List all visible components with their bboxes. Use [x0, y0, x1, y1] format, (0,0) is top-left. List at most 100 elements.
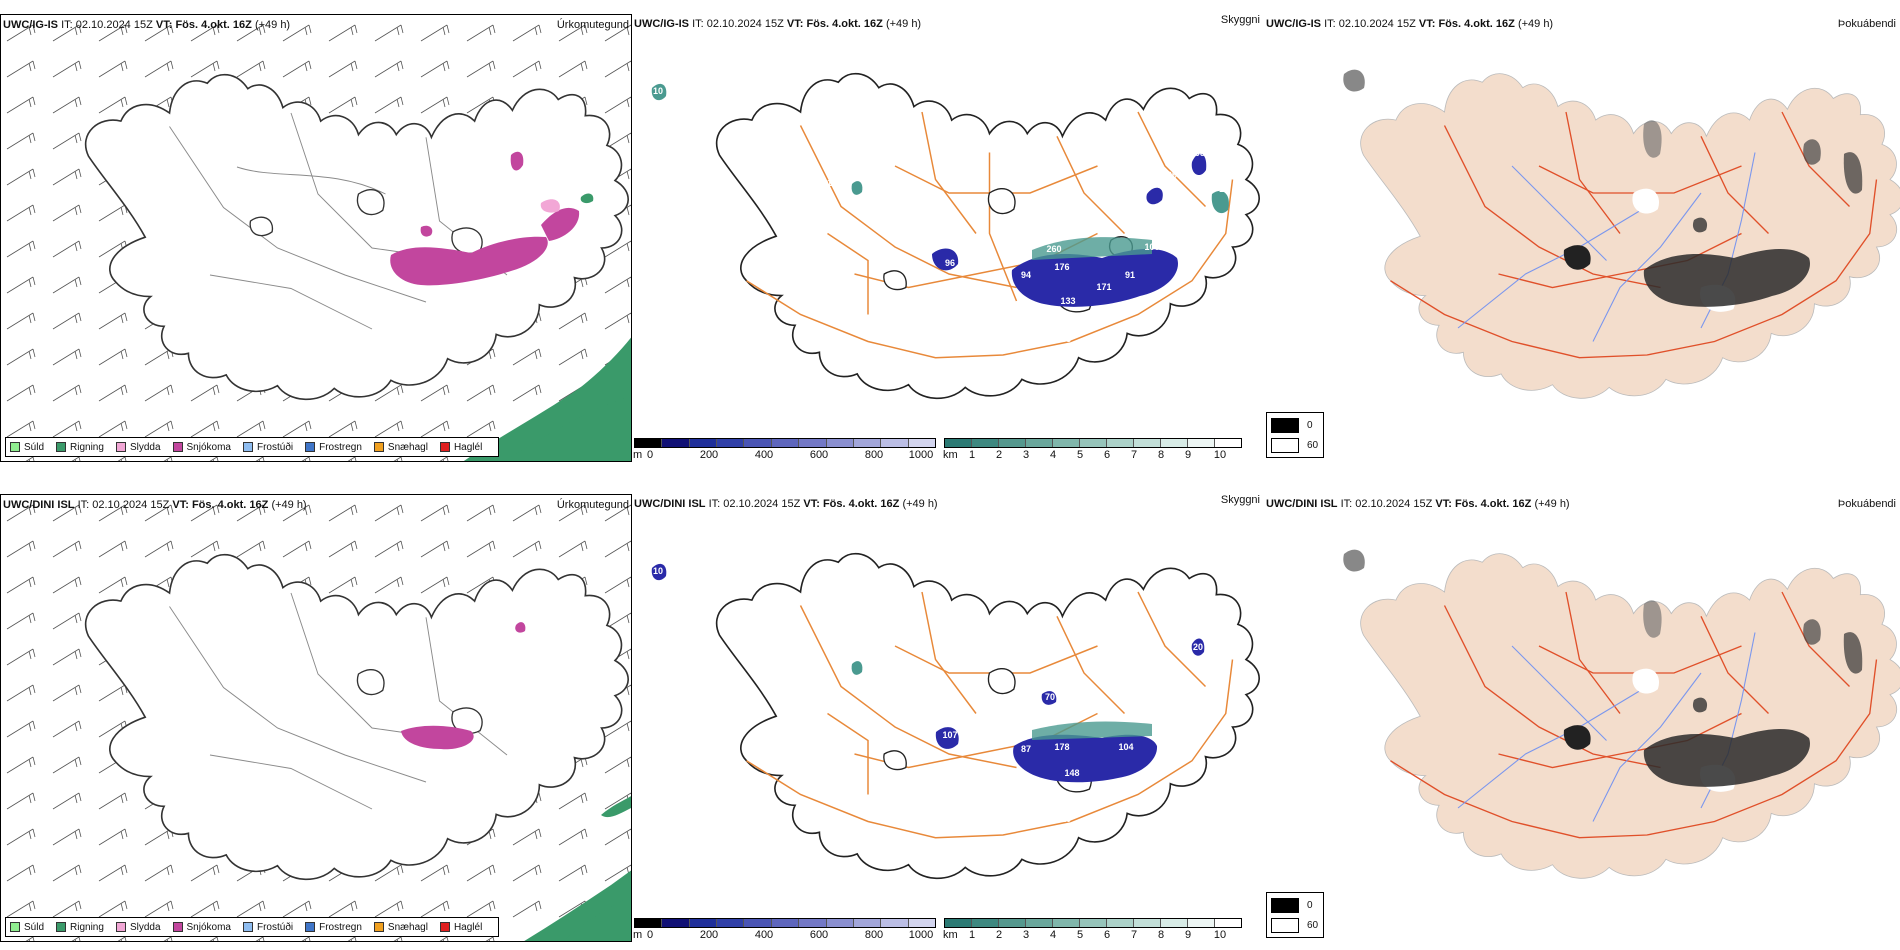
colorbar-unit: km	[943, 449, 958, 461]
visibility-map-ig: 10 10 10 16 95 96 100 94 260 176 91 133 …	[651, 72, 1260, 400]
depth-label: 260	[1046, 244, 1061, 254]
model-name: UWC/DINI ISL	[3, 499, 75, 511]
colorbar-tick: 400	[754, 449, 774, 461]
legend-label: Frostúði	[256, 921, 294, 933]
colorbar-tick: 8	[1157, 929, 1165, 941]
colorbar-tick: 800	[864, 929, 884, 941]
lead-time: (+49 h)	[254, 19, 291, 31]
vt-value: Fös. 4.okt. 16Z	[175, 19, 252, 31]
legend-label: Snæhagl	[387, 921, 428, 933]
legend-label: Haglél	[453, 441, 483, 453]
fog-swatch	[1271, 418, 1299, 433]
depth-label: 83	[1061, 334, 1071, 344]
vt-value: Fös. 4.okt. 16Z	[1454, 498, 1532, 510]
colorbar-tick: 0	[646, 449, 654, 461]
visibility-map-dini: 10 107 70 87 178 104 148 10 20	[651, 552, 1260, 880]
lead-time: (+49 h)	[885, 18, 922, 30]
depth-label: 20	[1193, 642, 1203, 652]
colorbar-ticks: km 1 2 3 4 5 6 7 8 9 10	[943, 448, 1242, 462]
legend-item: Haglél	[439, 441, 483, 453]
model-name: UWC/IG-IS	[634, 18, 689, 30]
colorbar-tick: 2	[995, 929, 1003, 941]
depth-label: 99	[1167, 170, 1177, 180]
legend-swatch	[305, 922, 316, 932]
legend-label: Súld	[24, 921, 45, 933]
snow-depth-area	[651, 83, 1229, 307]
legend-item: Súld	[10, 922, 44, 933]
snow-depth-labels: 10 107 70 87 178 104 148 10 20	[653, 566, 1203, 824]
colorbar-tick: 1	[968, 929, 976, 941]
legend-item: Frostúði	[242, 921, 294, 933]
fog-legend-label: 60	[1307, 440, 1319, 451]
colorbar-tick: 7	[1130, 449, 1138, 461]
legend-item: Rigning	[56, 442, 104, 453]
fog-legend-item: 60	[1271, 918, 1319, 933]
it-value: 02.10.2024 15Z	[92, 499, 170, 511]
colorbar-ticks: km 1 2 3 4 5 6 7 8 9 10	[943, 928, 1242, 942]
legend-swatch	[115, 922, 126, 932]
depth-label: 10	[1187, 250, 1197, 260]
legend-item: Slydda	[115, 922, 161, 933]
legend-swatch	[56, 442, 67, 452]
it-label: IT:	[77, 499, 90, 511]
panel-title: Úrkomutegund	[556, 499, 629, 511]
lead-time: (+49 h)	[1534, 498, 1570, 510]
rain-area	[524, 796, 631, 941]
colorbar-unit: km	[943, 929, 958, 941]
vt-label: VT:	[1418, 18, 1436, 30]
panel-header: UWC/DINI ISL IT: 02.10.2024 15Z VT: Fös.…	[1266, 498, 1570, 510]
colorbar-tick: 1000	[908, 929, 934, 941]
precip-type-map-dini	[1, 495, 631, 941]
colorbar-tick: 0	[646, 929, 654, 941]
colorbar-tick: 400	[754, 929, 774, 941]
colorbar-tick: 7	[1130, 929, 1138, 941]
depth-label: 98	[1195, 148, 1205, 158]
it-value: 02.10.2024 15Z	[723, 498, 801, 510]
fog-panel-dini: UWC/DINI ISL IT: 02.10.2024 15Z VT: Fös.…	[1264, 494, 1900, 942]
legend-label: Snjókoma	[186, 921, 231, 933]
depth-label: 178	[1054, 742, 1069, 752]
legend-item: Snæhagl	[373, 921, 428, 933]
colorbar-tick: 8	[1157, 449, 1165, 461]
panel-title: Þokuábendi	[1837, 498, 1896, 510]
legend-label: Frostregn	[319, 921, 362, 933]
fog-legend-label: 0	[1307, 900, 1313, 911]
snow-depth-area	[651, 563, 1205, 783]
model-name: UWC/IG-IS	[1266, 18, 1321, 30]
model-name: UWC/DINI ISL	[1266, 498, 1338, 510]
vt-value: Fös. 4.okt. 16Z	[1438, 18, 1515, 30]
depth-label: 10	[827, 178, 837, 188]
colorbar-tick: 1	[968, 449, 976, 461]
panel-title: Skyggni	[1220, 494, 1260, 506]
legend-swatch	[242, 442, 253, 452]
fog-shading	[1343, 69, 1863, 307]
panel-header: UWC/DINI ISL IT: 02.10.2024 15Z VT: Fös.…	[634, 498, 938, 510]
legend-label: Snæhagl	[387, 441, 428, 453]
depth-label: 104	[1118, 742, 1133, 752]
precip-type-panel-ig: UWC/IG-IS IT: 02.10.2024 15Z VT: Fös. 4.…	[0, 14, 632, 462]
visibility-panel-dini: 10 107 70 87 178 104 148 10 20 UWC/DINI …	[632, 494, 1264, 942]
legend-item: Rigning	[56, 922, 104, 933]
model-name: UWC/IG-IS	[3, 19, 58, 31]
fog-legend-label: 0	[1307, 420, 1313, 431]
depth-label: 171	[1096, 282, 1111, 292]
depth-label: 100	[1144, 242, 1159, 252]
colorbar-tick: 6	[1103, 929, 1111, 941]
colorbar-strip	[634, 918, 936, 928]
depth-label: 107	[942, 730, 957, 740]
vt-label: VT:	[1435, 498, 1452, 510]
fog-map-dini	[1343, 549, 1900, 879]
legend-label: Frostúði	[256, 441, 294, 453]
colorbar-tick: 10	[1213, 449, 1227, 461]
colorbar-tick: 600	[809, 929, 829, 941]
it-label: IT:	[61, 19, 73, 31]
it-value: 02.10.2024 15Z	[75, 19, 153, 31]
vt-value: Fös. 4.okt. 16Z	[822, 498, 900, 510]
depth-label: 148	[1064, 768, 1079, 778]
legend-label: Frostregn	[319, 441, 362, 453]
visibility-colorbar: km 1 2 3 4 5 6 7 8 9 10	[943, 438, 1242, 462]
it-value: 02.10.2024 15Z	[1355, 498, 1433, 510]
legend-swatch	[242, 922, 253, 932]
fog-swatch	[1271, 898, 1299, 913]
fog-legend-item: 0	[1271, 898, 1319, 913]
